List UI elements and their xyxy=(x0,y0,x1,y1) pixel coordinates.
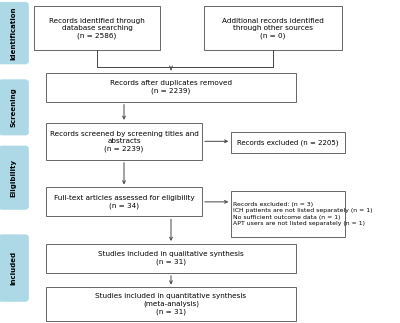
Text: Records excluded: (n = 3)
ICH patients are not listed separately (n = 1)
No suff: Records excluded: (n = 3) ICH patients a… xyxy=(233,202,373,226)
FancyBboxPatch shape xyxy=(0,235,28,301)
Text: Studies included in quantitative synthesis
(meta-analysis)
(n = 31): Studies included in quantitative synthes… xyxy=(96,293,246,316)
Text: Studies included in qualitative synthesis
(n = 31): Studies included in qualitative synthesi… xyxy=(98,251,244,266)
FancyBboxPatch shape xyxy=(0,146,28,209)
Text: Screening: Screening xyxy=(10,88,17,127)
Text: Identification: Identification xyxy=(10,6,17,60)
FancyBboxPatch shape xyxy=(0,2,28,64)
FancyBboxPatch shape xyxy=(34,6,160,50)
Text: Records identified through
database searching
(n = 2586): Records identified through database sear… xyxy=(49,17,145,39)
Text: Full-text articles assessed for eligibility
(n = 34): Full-text articles assessed for eligibil… xyxy=(54,195,194,209)
FancyBboxPatch shape xyxy=(46,123,202,160)
Text: Records excluded (n = 2205): Records excluded (n = 2205) xyxy=(238,140,339,146)
FancyBboxPatch shape xyxy=(204,6,342,50)
FancyBboxPatch shape xyxy=(0,80,28,135)
FancyBboxPatch shape xyxy=(46,244,296,273)
Text: Records after duplicates removed
(n = 2239): Records after duplicates removed (n = 22… xyxy=(110,80,232,94)
FancyBboxPatch shape xyxy=(46,287,296,321)
Text: Eligibility: Eligibility xyxy=(10,159,17,197)
Text: Records screened by screening titles and
abstracts
(n = 2239): Records screened by screening titles and… xyxy=(50,130,198,152)
Text: Additional records identified
through other sources
(n = 0): Additional records identified through ot… xyxy=(222,17,324,39)
FancyBboxPatch shape xyxy=(231,132,345,153)
FancyBboxPatch shape xyxy=(46,187,202,216)
Text: Included: Included xyxy=(11,251,17,285)
FancyBboxPatch shape xyxy=(231,191,345,237)
FancyBboxPatch shape xyxy=(46,73,296,102)
